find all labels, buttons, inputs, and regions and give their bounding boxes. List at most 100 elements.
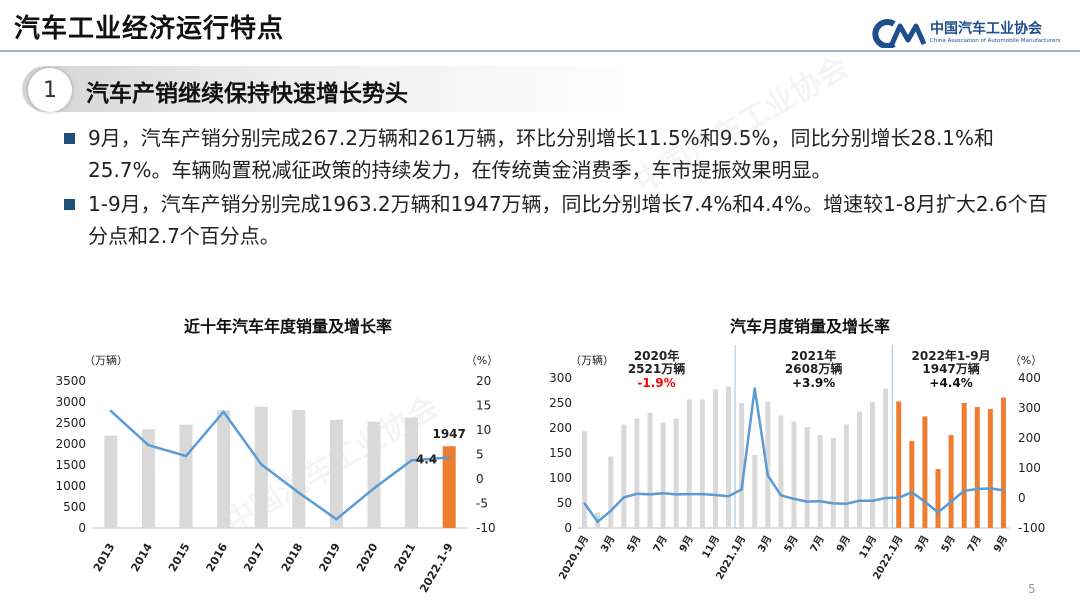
y2-tick-label: 15 bbox=[476, 399, 491, 413]
annual-growth-point bbox=[147, 443, 150, 447]
monthly-bar bbox=[987, 409, 993, 528]
y2-tick-label: 0 bbox=[476, 472, 484, 486]
monthly-growth-point bbox=[674, 493, 678, 496]
annual-growth-point bbox=[448, 456, 451, 459]
x-tick-label: 2016 bbox=[204, 541, 231, 574]
logo-cn-text: 中国汽车工业协会 bbox=[930, 21, 1042, 37]
y-tick-label: 250 bbox=[549, 396, 572, 410]
y-tick-label: 300 bbox=[549, 371, 572, 385]
annual-bar bbox=[179, 424, 193, 528]
logo-en-text: China Association of Automobile Manufact… bbox=[930, 38, 1061, 44]
y-tick-label: 0 bbox=[78, 521, 86, 535]
monthly-growth-point bbox=[858, 499, 861, 502]
bullet-text: 1-9月，汽车产销分别完成1963.2万辆和1947万辆，同比分别增长7.4%和… bbox=[88, 192, 1048, 248]
bullet-text: 9月，汽车产销分别完成267.2万辆和261万辆，环比分别增长11.5%和9.5… bbox=[88, 126, 995, 182]
y-axis-label: （万辆） bbox=[570, 353, 614, 367]
period-volume-label: 2521万辆 bbox=[628, 361, 685, 376]
x-tick-label: 5月 bbox=[625, 534, 644, 555]
y-tick-label: 0 bbox=[564, 521, 572, 535]
annual-bar bbox=[254, 406, 268, 528]
y2-tick-label: 400 bbox=[1018, 371, 1041, 385]
caam-logo-icon bbox=[872, 19, 926, 48]
monthly-bar bbox=[673, 418, 679, 528]
monthly-growth-point bbox=[727, 495, 730, 498]
monthly-growth-point bbox=[635, 492, 639, 495]
monthly-bar bbox=[909, 441, 915, 528]
monthly-growth-point bbox=[609, 509, 612, 513]
x-tick-label: 11月 bbox=[857, 534, 879, 561]
y-tick-label: 3500 bbox=[55, 374, 86, 388]
annual-bar bbox=[141, 429, 155, 528]
monthly-growth-point bbox=[779, 494, 783, 497]
monthly-growth-point bbox=[884, 496, 887, 500]
annual-growth-point bbox=[410, 459, 413, 462]
monthly-bar bbox=[961, 403, 967, 528]
y2-tick-label: -5 bbox=[476, 497, 488, 511]
y2-tick-label: 200 bbox=[1018, 431, 1041, 445]
monthly-growth-point bbox=[701, 492, 704, 496]
section-heading-bar bbox=[22, 66, 722, 112]
monthly-growth-point bbox=[910, 491, 914, 494]
monthly-bar bbox=[621, 424, 627, 528]
monthly-bar bbox=[660, 422, 666, 528]
data-label: 1947 bbox=[432, 427, 465, 441]
period-volume-label: 1947万辆 bbox=[922, 361, 979, 376]
x-tick-label: 7月 bbox=[651, 534, 670, 555]
annual-bar bbox=[217, 410, 231, 528]
monthly-growth-point bbox=[740, 488, 743, 491]
x-tick-label: 3月 bbox=[598, 534, 617, 555]
section-number: 1 bbox=[43, 77, 57, 103]
monthly-growth-point bbox=[714, 493, 717, 497]
y2-tick-label: -10 bbox=[476, 521, 496, 535]
bullet-item: 9月，汽车产销分别完成267.2万辆和261万辆，环比分别增长11.5%和9.5… bbox=[64, 122, 1064, 186]
period-growth-label: +3.9% bbox=[792, 376, 835, 390]
monthly-bar bbox=[935, 469, 941, 528]
monthly-bar bbox=[778, 415, 784, 528]
y-tick-label: 3000 bbox=[55, 395, 86, 409]
period-volume-label: 2608万辆 bbox=[785, 361, 842, 376]
x-tick-label: 7月 bbox=[808, 534, 827, 555]
monthly-growth-point bbox=[845, 502, 848, 505]
monthly-bar bbox=[634, 418, 640, 528]
y2-tick-label: 20 bbox=[476, 374, 491, 388]
monthly-bar bbox=[712, 389, 718, 528]
monthly-bar bbox=[830, 438, 836, 528]
monthly-bar bbox=[974, 407, 980, 528]
section-title: 汽车产销继续保持快速增长势头 bbox=[86, 81, 408, 107]
x-tick-label: 2020 bbox=[354, 541, 381, 574]
y-tick-label: 100 bbox=[549, 471, 572, 485]
x-tick-label: 9月 bbox=[834, 534, 853, 555]
monthly-growth-point bbox=[688, 492, 691, 496]
x-tick-label: 2018 bbox=[279, 541, 306, 574]
monthly-growth-point bbox=[976, 487, 979, 491]
monthly-bar bbox=[870, 402, 876, 528]
x-tick-label: 2013 bbox=[91, 541, 118, 574]
annual-bar bbox=[292, 410, 306, 528]
x-tick-label: 2022.1-9 bbox=[417, 541, 456, 595]
monthly-bar bbox=[922, 416, 928, 528]
bullet-item: 1-9月，汽车产销分别完成1963.2万辆和1947万辆，同比分别增长7.4%和… bbox=[64, 188, 1064, 252]
monthly-bar bbox=[686, 399, 692, 528]
y-tick-label: 50 bbox=[557, 496, 572, 510]
monthly-growth-point bbox=[923, 500, 927, 503]
x-tick-label: 2019 bbox=[316, 541, 343, 574]
x-tick-label: 2014 bbox=[128, 541, 155, 574]
monthly-growth-point bbox=[622, 496, 626, 499]
section-number-badge: 1 bbox=[28, 68, 72, 112]
y-axis-label: （万辆） bbox=[84, 353, 128, 367]
monthly-bar bbox=[948, 435, 954, 528]
monthly-growth-point bbox=[936, 511, 940, 514]
x-tick-label: 11月 bbox=[700, 534, 722, 561]
y-tick-label: 1000 bbox=[55, 479, 86, 493]
monthly-growth-point bbox=[596, 520, 599, 523]
x-tick-label: 2017 bbox=[241, 541, 268, 574]
page-number: 5 bbox=[1028, 582, 1036, 596]
y2-tick-label: 0 bbox=[1018, 491, 1026, 505]
monthly-growth-point bbox=[583, 502, 586, 505]
x-tick-label: 5月 bbox=[782, 534, 801, 555]
y2-tick-label: 5 bbox=[476, 448, 484, 462]
monthly-growth-point bbox=[989, 487, 992, 490]
monthly-bar bbox=[726, 386, 732, 528]
y2-tick-label: -100 bbox=[1018, 521, 1045, 535]
monthly-bar bbox=[608, 456, 614, 528]
